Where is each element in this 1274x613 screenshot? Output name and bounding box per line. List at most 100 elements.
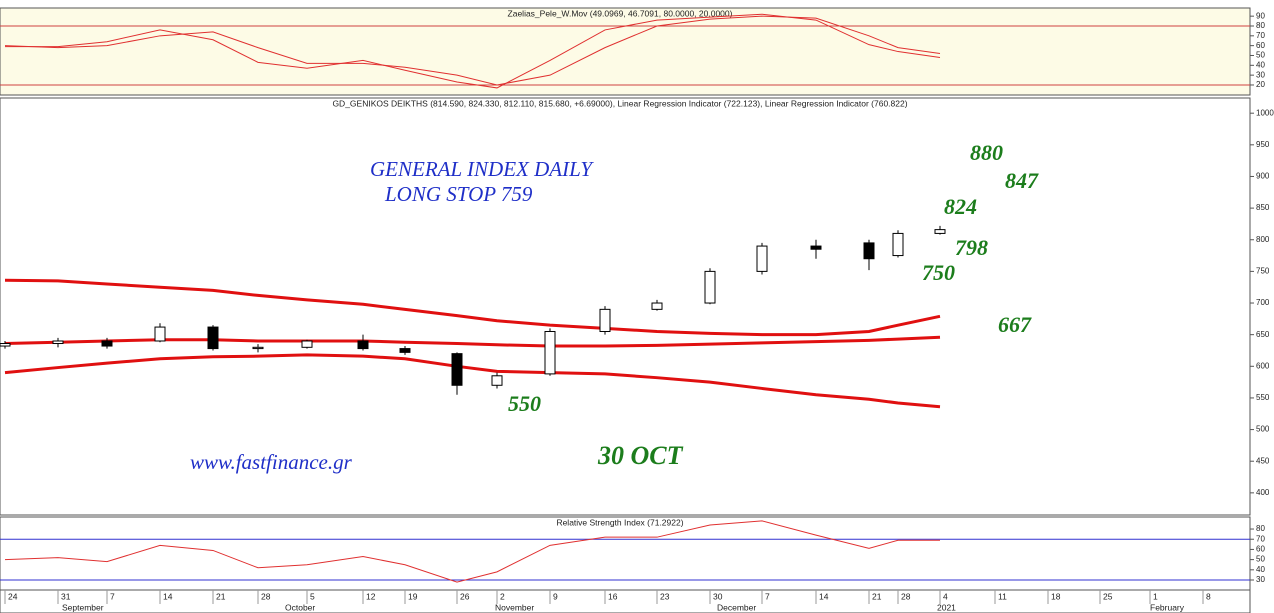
panel-title: GD_GENIKOS DEIKTHS (814.590, 824.330, 81… [332,98,907,108]
x-tick-label: 7 [110,591,115,601]
annotation: 880 [970,140,1003,165]
candle-body [101,340,113,347]
y-tick-label: 30 [1256,70,1265,79]
candle-body [863,242,875,260]
y-tick-label: 900 [1256,172,1270,181]
annotation: 798 [955,235,988,260]
y-tick-label: 60 [1256,41,1265,50]
x-tick-label: 5 [310,591,315,601]
panel-title: Zaelias_Pele_W.Mov (49.0969, 46.7091, 80… [508,8,733,18]
x-tick-label: 2 [500,591,505,601]
series-line [4,278,941,337]
x-tick-label: 31 [61,591,71,601]
candle-body [934,229,946,234]
y-tick-label: 400 [1256,488,1270,497]
y-tick-label: 50 [1256,555,1265,564]
x-tick-label: 8 [1206,591,1211,601]
candle-body [207,326,219,350]
month-label: February [1150,602,1185,612]
y-tick-label: 650 [1256,330,1270,339]
candle-body [154,326,166,342]
x-tick-label: 30 [713,591,723,601]
y-tick-label: 500 [1256,425,1270,434]
candle-body [599,308,611,332]
candle-body [52,340,64,345]
y-tick-label: 80 [1256,21,1265,30]
month-label: October [285,602,315,612]
candle-body [810,245,822,250]
candle-body [252,346,264,350]
y-tick-label: 30 [1256,575,1265,584]
x-tick-label: 25 [1103,591,1113,601]
panel-title: Relative Strength Index (71.2922) [556,517,683,527]
annotation: 847 [1005,168,1039,193]
x-tick-label: 12 [366,591,376,601]
x-tick-label: 1 [1153,591,1158,601]
series-line [4,520,940,583]
y-tick-label: 550 [1256,393,1270,402]
annotation: 824 [944,194,977,219]
y-tick-label: 1000 [1256,108,1274,117]
x-tick-label: 28 [261,591,271,601]
y-tick-label: 60 [1256,545,1265,554]
y-tick-label: 450 [1256,456,1270,465]
candle-body [756,245,768,272]
x-tick-label: 23 [660,591,670,601]
x-tick-label: 4 [943,591,948,601]
candle-body [491,375,503,386]
x-tick-label: 18 [1051,591,1061,601]
candle-body [399,348,411,353]
series-line [5,13,941,89]
month-label: November [495,602,534,612]
x-tick-label: 28 [901,591,911,601]
y-tick-label: 90 [1256,11,1265,20]
y-tick-label: 700 [1256,298,1270,307]
x-tick-label: 14 [163,591,173,601]
x-tick-label: 21 [216,591,226,601]
series-line [4,335,941,348]
candle-body [451,353,463,386]
candle-body [301,340,313,348]
annotation: 667 [998,312,1032,337]
y-tick-label: 950 [1256,140,1270,149]
y-tick-label: 800 [1256,235,1270,244]
panel [0,97,1251,516]
x-tick-label: 16 [608,591,618,601]
month-label: December [717,602,756,612]
annotation: 30 OCT [597,441,684,470]
x-tick-label: 21 [872,591,882,601]
panel [0,7,1251,96]
y-tick-label: 600 [1256,361,1270,370]
candle-body [704,270,716,304]
series-line [4,353,941,409]
x-tick-label: 7 [765,591,770,601]
x-axis [0,589,1251,613]
y-tick-label: 70 [1256,534,1265,543]
panel [0,516,1251,591]
x-tick-label: 19 [408,591,418,601]
y-tick-label: 50 [1256,51,1265,60]
x-tick-label: 14 [819,591,829,601]
y-tick-label: 750 [1256,266,1270,275]
y-tick-label: 20 [1256,80,1265,89]
annotation: GENERAL INDEX DAILY [370,157,594,181]
y-tick-label: 40 [1256,565,1265,574]
y-tick-label: 80 [1256,524,1265,533]
month-label: September [62,602,104,612]
x-tick-label: 26 [460,591,470,601]
x-tick-label: 9 [553,591,558,601]
candle-body [544,330,556,375]
y-tick-label: 850 [1256,203,1270,212]
candle-body [651,302,663,310]
annotation: 750 [922,260,955,285]
candle-body [357,340,369,350]
candle-body [0,343,11,347]
annotation: www.fastfinance.gr [190,450,353,474]
series-line [4,15,941,86]
candle-body [892,232,904,257]
x-tick-label: 11 [998,591,1007,601]
x-tick-label: 24 [8,591,18,601]
y-tick-label: 40 [1256,60,1265,69]
month-label: 2021 [937,602,956,612]
